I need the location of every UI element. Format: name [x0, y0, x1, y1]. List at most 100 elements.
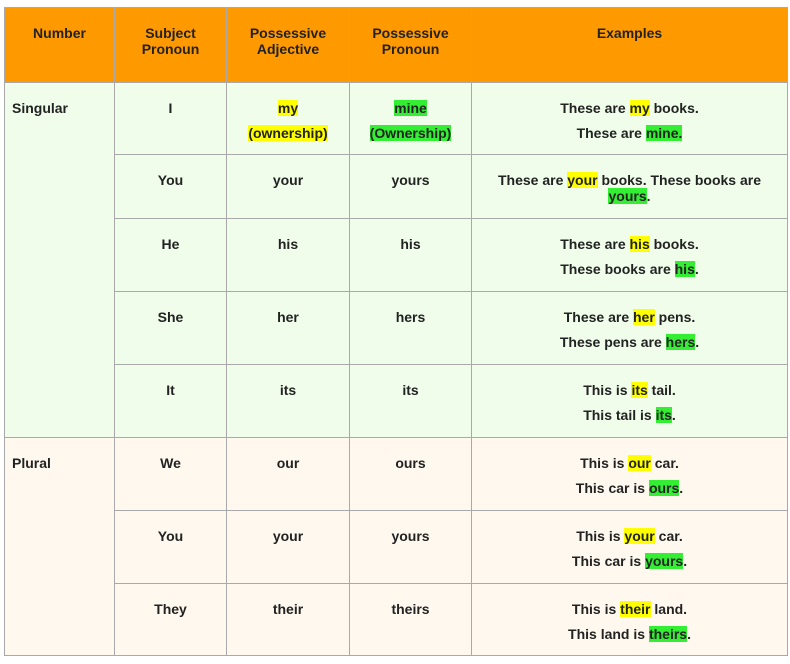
text: These are — [560, 236, 630, 252]
pronoun-cell: his — [349, 218, 472, 292]
text: tail. — [647, 382, 676, 398]
pronoun-cell: mine (Ownership) — [349, 82, 472, 155]
subject-cell: You — [114, 154, 227, 219]
examples-cell: These are her pens. These pens are hers. — [471, 291, 788, 365]
cell-line: These are mine. — [480, 125, 779, 141]
examples-cell: These are his books. These books are his. — [471, 218, 788, 292]
text: These are — [563, 309, 633, 325]
text: . — [694, 261, 699, 277]
table-row: They their theirs This is their land. This l… — [4, 583, 788, 656]
text: . — [687, 626, 691, 642]
highlight: his — [629, 236, 650, 252]
highlight: yours — [645, 553, 684, 569]
text: . — [679, 480, 684, 496]
cell-line: This is your car. — [480, 528, 779, 544]
adjective-cell: its — [226, 364, 350, 438]
text: These are — [576, 125, 646, 141]
examples-cell: These are your books. These books are yo… — [471, 154, 788, 219]
text: This tail is — [583, 407, 656, 423]
number-cell: Plural — [4, 437, 115, 656]
adjective-cell: our — [226, 437, 350, 511]
pronoun-table: Number Subject Pronoun Possessive Adjectiv… — [4, 7, 788, 656]
highlight: your — [567, 172, 598, 188]
text: This is — [571, 601, 621, 617]
text: books. These books are — [597, 172, 765, 188]
highlight: mine — [394, 100, 427, 116]
highlight: his — [674, 261, 695, 277]
cell-line: These are her pens. — [480, 309, 779, 325]
text: car. — [650, 455, 679, 471]
cell-line: These books are his. — [480, 261, 779, 277]
highlight: my — [277, 100, 299, 116]
examples-cell: These are my books. These are mine. — [471, 82, 788, 155]
text: books. — [649, 100, 699, 116]
table-row: You your yours This is your car. This car is… — [4, 510, 788, 584]
adjective-cell: your — [226, 154, 350, 219]
highlight: hers — [665, 334, 696, 350]
text: This car is — [571, 553, 646, 569]
cell-line: This car is yours. — [480, 553, 779, 569]
text: These pens are — [559, 334, 666, 350]
pronoun-cell: its — [349, 364, 472, 438]
text: pens. — [654, 309, 696, 325]
table-row: It its its This is its tail. This tail is it… — [4, 364, 788, 438]
text: This car is — [575, 480, 649, 496]
text: This land is — [568, 626, 649, 642]
cell-line: my — [235, 100, 341, 116]
text: These are — [497, 172, 568, 188]
cell-line: (ownership) — [235, 125, 341, 141]
adjective-cell: my (ownership) — [226, 82, 350, 155]
text: This is — [580, 455, 629, 471]
subject-cell: She — [114, 291, 227, 365]
header-cell: Possessive Pronoun — [349, 7, 472, 83]
text: . — [646, 188, 651, 204]
header-cell: Examples — [471, 7, 788, 83]
pronoun-cell: theirs — [349, 583, 472, 656]
text: land. — [650, 601, 688, 617]
cell-line: These are your books. These books are yo… — [480, 172, 779, 204]
text: These books are — [560, 261, 675, 277]
highlight: yours — [608, 188, 647, 204]
text: . — [695, 334, 700, 350]
adjective-cell: his — [226, 218, 350, 292]
cell-line: This land is theirs. — [480, 626, 779, 642]
header-cell: Number — [4, 7, 115, 83]
text: books. — [649, 236, 699, 252]
highlight: her — [633, 309, 655, 325]
table-row: You your yours These are your books. These … — [4, 154, 788, 219]
highlight: its — [631, 382, 648, 398]
subject-cell: It — [114, 364, 227, 438]
cell-line: This tail is its. — [480, 407, 779, 423]
cell-line: These are my books. — [480, 100, 779, 116]
cell-line: This is our car. — [480, 455, 779, 471]
header-cell: Subject Pronoun — [114, 7, 227, 83]
highlight: mine. — [645, 125, 683, 141]
table-row: Plural We our ours This is our car. This car … — [4, 437, 788, 656]
header-row: Number Subject Pronoun Possessive Adjectiv… — [4, 7, 788, 83]
adjective-cell: their — [226, 583, 350, 656]
text: . — [683, 553, 688, 569]
highlight: our — [628, 455, 651, 471]
highlight: (ownership) — [248, 125, 328, 141]
number-cell: Singular — [4, 82, 115, 438]
text: . — [671, 407, 676, 423]
highlight: theirs — [648, 626, 688, 642]
examples-cell: This is its tail. This tail is its. — [471, 364, 788, 438]
examples-cell: This is their land. This land is theirs. — [471, 583, 788, 656]
highlight: ours — [648, 480, 680, 496]
adjective-cell: her — [226, 291, 350, 365]
cell-line: These pens are hers. — [480, 334, 779, 350]
cell-line: This car is ours. — [480, 480, 779, 496]
highlight: your — [624, 528, 655, 544]
header-cell: Possessive Adjective — [226, 7, 350, 83]
table-row: He his his These are his books. These books … — [4, 218, 788, 292]
text: This is — [576, 528, 625, 544]
examples-cell: This is your car. This car is yours. — [471, 510, 788, 584]
subject-cell: I — [114, 82, 227, 155]
subject-cell: They — [114, 583, 227, 656]
highlight: its — [655, 407, 672, 423]
pronoun-cell: yours — [349, 510, 472, 584]
subject-cell: He — [114, 218, 227, 292]
highlight: (Ownership) — [369, 125, 452, 141]
